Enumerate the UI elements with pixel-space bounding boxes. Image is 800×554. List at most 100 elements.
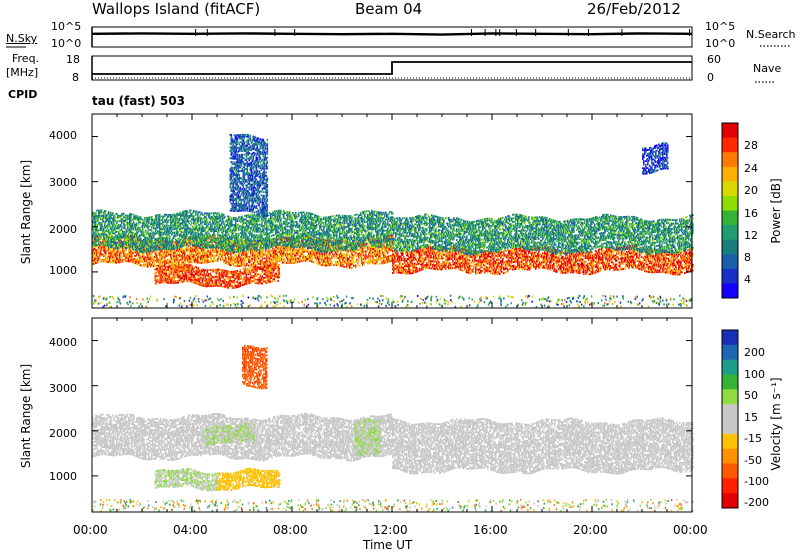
power-cell	[156, 257, 158, 260]
power-cell	[132, 236, 134, 238]
power-cell	[173, 246, 175, 249]
velocity-ylabel: Slant Range [km]	[19, 364, 33, 468]
power-cell	[104, 248, 106, 250]
power-cell	[130, 238, 132, 241]
power-cell	[126, 220, 128, 222]
power-cell	[176, 258, 178, 261]
power-cell	[158, 261, 160, 263]
power-cell	[183, 261, 185, 264]
power-cell	[275, 255, 277, 258]
power-cell	[214, 251, 216, 253]
power-cell	[93, 232, 95, 235]
power-cell	[308, 254, 310, 257]
power-cell	[185, 240, 187, 243]
power-cell	[117, 249, 119, 251]
power-cell	[160, 261, 162, 264]
power-cell	[307, 241, 309, 244]
power-cell	[382, 253, 384, 256]
power-cell	[167, 215, 169, 218]
power-cell	[232, 247, 234, 250]
power-cell	[197, 261, 199, 264]
power-cell	[340, 259, 342, 262]
power-cell	[270, 250, 272, 252]
power-cell	[164, 228, 166, 230]
power-cell	[107, 219, 109, 222]
power-cell	[362, 263, 364, 266]
power-cell	[299, 260, 301, 263]
nave-tick-bottom: 0	[707, 72, 714, 83]
power-cell	[140, 239, 142, 242]
power-cell	[115, 249, 117, 251]
power-cell	[232, 257, 234, 260]
power-cell	[106, 216, 108, 218]
power-cell	[119, 246, 121, 249]
power-cell	[239, 252, 241, 255]
power-cell	[156, 223, 158, 226]
power-cell	[214, 221, 216, 223]
power-cell	[193, 215, 195, 218]
power-cell	[226, 260, 228, 263]
power-cell	[362, 262, 364, 264]
power-cell	[297, 250, 299, 253]
power-cell	[289, 258, 291, 261]
power-cell	[282, 252, 284, 255]
power-cell	[123, 255, 125, 258]
power-cell	[165, 219, 167, 222]
power-cell	[145, 220, 147, 223]
power-cell	[379, 259, 381, 261]
power-cell	[361, 257, 363, 259]
power-cell	[139, 258, 141, 261]
power-cell	[106, 219, 108, 222]
power-cell	[186, 209, 188, 212]
power-cell	[104, 233, 106, 236]
power-cell	[132, 222, 134, 225]
power-cell	[295, 241, 297, 244]
power-cell	[136, 227, 138, 230]
power-cell	[177, 234, 179, 237]
power-cell	[109, 225, 111, 228]
power-cell	[217, 247, 219, 250]
power-cell	[113, 259, 115, 262]
power-cell	[162, 254, 164, 257]
power-cell	[96, 229, 98, 232]
power-cell	[365, 243, 367, 245]
power-cell	[140, 260, 142, 263]
power-cell	[182, 212, 184, 215]
power-cell	[274, 257, 276, 260]
power-cell	[344, 266, 346, 268]
power-cell	[272, 252, 274, 255]
power-cell	[234, 241, 236, 244]
power-cell	[265, 242, 267, 245]
power-cell	[237, 225, 239, 228]
power-cell	[168, 241, 170, 243]
power-cell	[137, 250, 139, 253]
power-cell	[178, 254, 180, 257]
power-cell	[224, 252, 226, 255]
power-cell	[161, 257, 163, 260]
power-cell	[125, 218, 127, 220]
power-cell	[272, 261, 274, 264]
power-cell	[280, 254, 282, 257]
power-cell	[128, 235, 130, 237]
power-cell	[148, 218, 150, 221]
power-cell	[140, 251, 142, 254]
power-cell	[138, 221, 140, 224]
power-cell	[353, 257, 355, 260]
power-cell	[307, 247, 309, 249]
power-cell	[112, 259, 114, 262]
power-cell	[195, 259, 197, 262]
power-cell	[147, 256, 149, 259]
power-cell	[281, 254, 283, 257]
power-cell	[350, 267, 352, 269]
power-cell	[360, 252, 362, 254]
power-cell	[229, 216, 231, 218]
power-cell	[92, 256, 94, 258]
power-cell	[237, 261, 239, 264]
power-cell	[168, 246, 170, 249]
power-cell	[207, 261, 209, 264]
power-cell	[225, 253, 227, 255]
power-cell	[136, 245, 138, 248]
power-cell	[145, 249, 147, 252]
power-cell	[192, 250, 194, 253]
power-cell	[129, 231, 131, 233]
